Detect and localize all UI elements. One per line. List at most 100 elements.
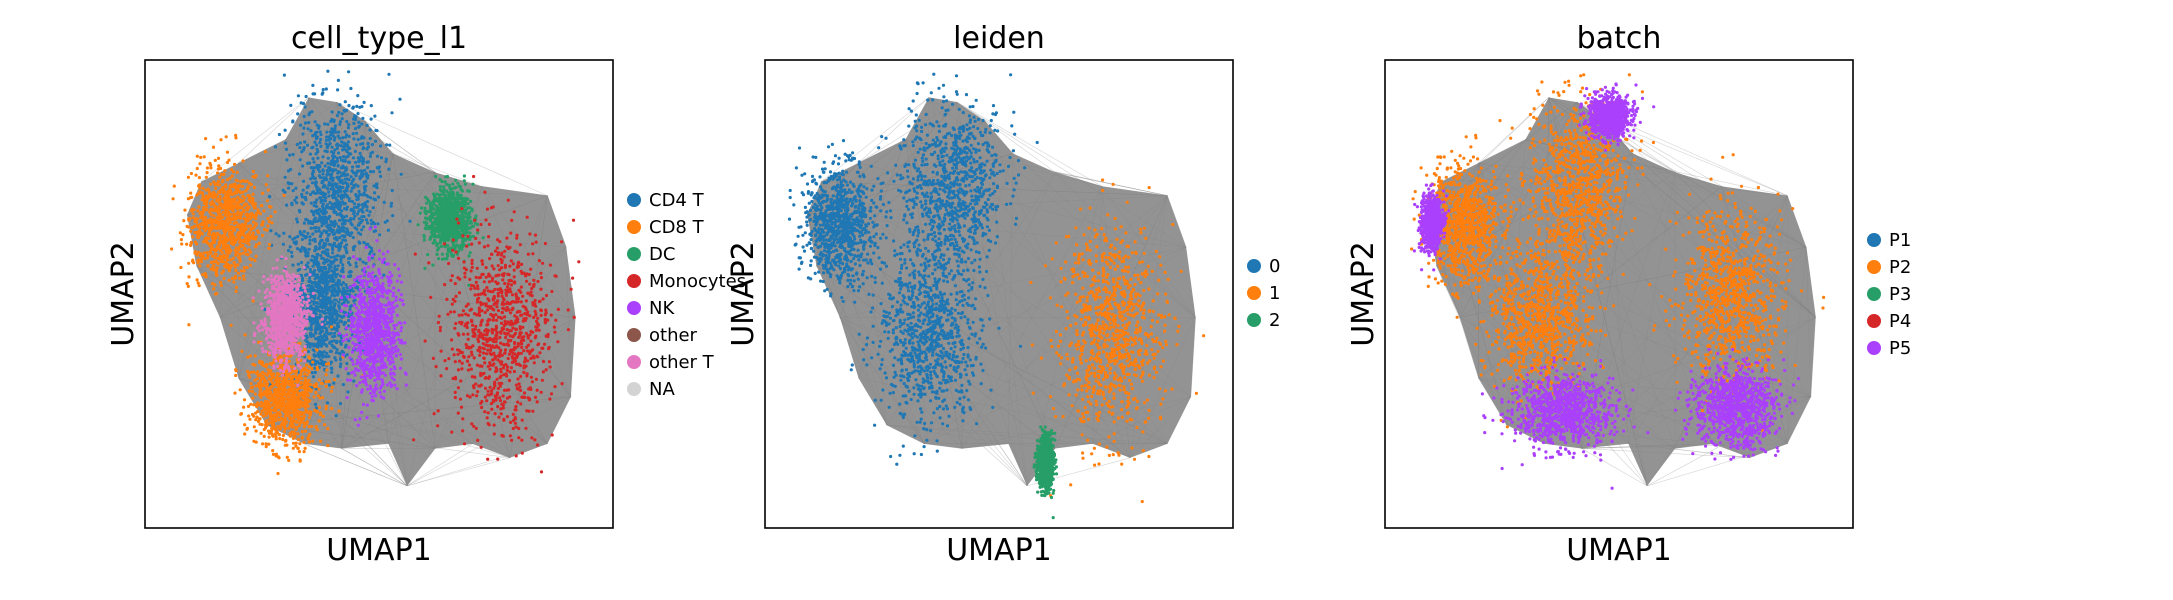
cell-point bbox=[212, 287, 216, 291]
cell-point bbox=[248, 417, 252, 421]
cell-point bbox=[209, 267, 213, 271]
cell-point bbox=[317, 378, 321, 382]
cell-point bbox=[382, 365, 386, 369]
cell-point bbox=[340, 112, 344, 116]
cell-point bbox=[400, 325, 404, 329]
cell-point bbox=[300, 430, 304, 434]
cell-point bbox=[331, 287, 335, 291]
cell-point bbox=[329, 187, 333, 191]
cell-point bbox=[224, 135, 228, 139]
cell-point bbox=[307, 410, 311, 414]
cell-point bbox=[397, 337, 401, 342]
cell-point bbox=[200, 221, 204, 225]
cell-point bbox=[218, 183, 222, 187]
cell-point bbox=[306, 349, 310, 354]
cell-point bbox=[326, 69, 330, 73]
cell-point bbox=[346, 182, 350, 186]
cell-point bbox=[178, 231, 182, 235]
cell-point bbox=[325, 130, 329, 134]
cell-point bbox=[240, 349, 244, 353]
cell-point bbox=[370, 398, 374, 402]
cell-point bbox=[311, 333, 315, 337]
cell-point bbox=[201, 273, 205, 277]
cell-point bbox=[362, 225, 366, 229]
cell-point bbox=[323, 291, 327, 295]
cell-point bbox=[329, 325, 334, 329]
cell-point bbox=[356, 184, 360, 188]
cell-point bbox=[339, 342, 343, 346]
cell-point bbox=[336, 134, 340, 138]
cell-point bbox=[324, 343, 328, 347]
cell-point bbox=[318, 331, 322, 335]
cell-point bbox=[302, 411, 306, 415]
cell-point bbox=[241, 251, 245, 255]
cell-point bbox=[320, 92, 324, 96]
cell-point bbox=[372, 280, 376, 284]
cell-point bbox=[327, 194, 331, 198]
cell-point bbox=[327, 383, 331, 387]
cell-point bbox=[377, 249, 381, 253]
cell-point bbox=[254, 384, 258, 388]
cell-point bbox=[276, 380, 280, 384]
cell-point bbox=[341, 195, 345, 199]
cell-point bbox=[307, 416, 311, 420]
cell-point bbox=[238, 252, 242, 256]
cell-point bbox=[212, 220, 216, 224]
cell-point bbox=[205, 219, 209, 223]
cell-point bbox=[389, 336, 393, 340]
cell-point bbox=[314, 180, 318, 184]
cell-point bbox=[368, 302, 372, 306]
cell-point bbox=[308, 345, 312, 349]
cell-point bbox=[203, 208, 208, 212]
cell-point bbox=[372, 283, 376, 287]
cell-point bbox=[183, 208, 187, 212]
cell-point bbox=[191, 212, 195, 216]
cell-point bbox=[253, 258, 257, 262]
cell-point bbox=[329, 255, 333, 259]
cell-point bbox=[264, 413, 268, 417]
cell-point bbox=[376, 376, 380, 380]
cell-point bbox=[266, 188, 270, 192]
cell-point bbox=[347, 346, 351, 350]
cell-point bbox=[313, 132, 317, 136]
cell-point bbox=[356, 137, 360, 142]
cell-point bbox=[221, 246, 225, 250]
cell-point bbox=[337, 110, 341, 115]
cell-point bbox=[254, 245, 258, 249]
cell-point bbox=[358, 151, 362, 155]
cell-point bbox=[365, 205, 369, 209]
cell-point bbox=[365, 283, 369, 287]
cell-point bbox=[321, 172, 325, 176]
cell-point bbox=[368, 336, 372, 340]
cell-point bbox=[213, 183, 217, 187]
cell-point bbox=[284, 438, 288, 443]
cell-point bbox=[347, 178, 351, 182]
cell-point bbox=[387, 354, 391, 358]
cell-point bbox=[363, 266, 367, 270]
cell-point bbox=[323, 212, 327, 216]
cell-point bbox=[340, 117, 344, 121]
neighbor-edge bbox=[341, 448, 408, 487]
cell-point bbox=[311, 238, 315, 242]
cell-point bbox=[335, 258, 339, 262]
cell-point bbox=[341, 266, 345, 270]
cell-point bbox=[247, 389, 251, 393]
cell-point bbox=[310, 181, 315, 185]
cell-point bbox=[266, 224, 270, 228]
cell-point bbox=[330, 117, 334, 122]
cell-point bbox=[303, 140, 307, 144]
cell-point bbox=[366, 274, 371, 279]
cell-point bbox=[379, 354, 383, 359]
cell-point bbox=[356, 368, 360, 372]
cell-point bbox=[246, 253, 250, 257]
cell-point bbox=[362, 372, 367, 376]
cell-point bbox=[324, 248, 328, 252]
cell-point bbox=[368, 245, 372, 249]
cell-point bbox=[360, 169, 364, 173]
cell-point bbox=[298, 210, 302, 214]
cell-point bbox=[336, 143, 340, 147]
cell-point bbox=[294, 409, 298, 413]
cell-point bbox=[362, 363, 366, 367]
cell-point bbox=[296, 112, 300, 116]
cell-point bbox=[251, 299, 255, 303]
